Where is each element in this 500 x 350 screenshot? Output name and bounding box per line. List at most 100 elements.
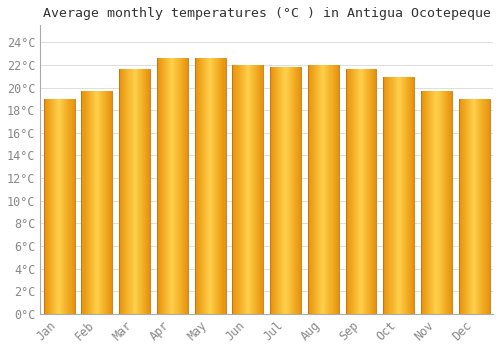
Bar — [174, 58, 176, 314]
Bar — [212, 58, 213, 314]
Bar — [262, 65, 264, 314]
Bar — [161, 58, 162, 314]
Bar — [176, 58, 178, 314]
Bar — [296, 67, 297, 314]
Bar — [367, 69, 368, 314]
Bar — [274, 67, 275, 314]
Bar — [273, 67, 274, 314]
Bar — [148, 69, 149, 314]
Bar — [278, 67, 280, 314]
Bar — [124, 69, 126, 314]
Bar — [202, 58, 203, 314]
Bar — [365, 69, 366, 314]
Bar — [346, 69, 348, 314]
Bar — [390, 77, 392, 314]
Bar — [253, 65, 254, 314]
Bar — [374, 69, 376, 314]
Bar — [319, 65, 320, 314]
Bar — [426, 91, 427, 314]
Bar — [275, 67, 276, 314]
Bar — [300, 67, 301, 314]
Bar — [149, 69, 150, 314]
Bar — [364, 69, 365, 314]
Bar — [64, 99, 66, 314]
Bar — [260, 65, 261, 314]
Bar — [318, 65, 319, 314]
Bar — [438, 91, 440, 314]
Bar — [248, 65, 249, 314]
Bar — [474, 99, 475, 314]
Bar — [317, 65, 318, 314]
Bar — [458, 99, 460, 314]
Bar — [47, 99, 48, 314]
Bar — [211, 58, 212, 314]
Bar — [353, 69, 354, 314]
Bar — [315, 65, 316, 314]
Bar — [366, 69, 367, 314]
Bar — [88, 91, 90, 314]
Bar — [362, 69, 363, 314]
Bar — [72, 99, 74, 314]
Bar — [270, 67, 271, 314]
Bar — [50, 99, 51, 314]
Bar — [298, 67, 299, 314]
Bar — [384, 77, 386, 314]
Bar — [350, 69, 352, 314]
Bar — [53, 99, 54, 314]
Bar — [234, 65, 236, 314]
Bar — [194, 58, 196, 314]
Bar — [157, 58, 158, 314]
Bar — [363, 69, 364, 314]
Bar — [240, 65, 242, 314]
Bar — [308, 65, 309, 314]
Bar — [484, 99, 486, 314]
Bar — [429, 91, 430, 314]
Bar — [62, 99, 64, 314]
Bar — [196, 58, 198, 314]
Bar — [427, 91, 428, 314]
Bar — [218, 58, 220, 314]
Bar — [93, 91, 94, 314]
Bar — [360, 69, 361, 314]
Bar — [204, 58, 205, 314]
Bar — [244, 65, 246, 314]
Bar — [126, 69, 128, 314]
Bar — [163, 58, 164, 314]
Bar — [402, 77, 403, 314]
Bar — [70, 99, 72, 314]
Bar — [324, 65, 326, 314]
Bar — [54, 99, 55, 314]
Bar — [258, 65, 259, 314]
Bar — [105, 91, 106, 314]
Bar — [272, 67, 273, 314]
Bar — [292, 67, 293, 314]
Bar — [472, 99, 473, 314]
Bar — [313, 65, 314, 314]
Bar — [464, 99, 465, 314]
Bar — [216, 58, 218, 314]
Bar — [392, 77, 394, 314]
Bar — [252, 65, 253, 314]
Bar — [95, 91, 96, 314]
Bar — [334, 65, 336, 314]
Bar — [355, 69, 356, 314]
Bar — [476, 99, 478, 314]
Bar — [48, 99, 49, 314]
Bar — [172, 58, 174, 314]
Bar — [167, 58, 168, 314]
Bar — [130, 69, 132, 314]
Bar — [99, 91, 100, 314]
Bar — [165, 58, 166, 314]
Bar — [187, 58, 188, 314]
Bar — [208, 58, 209, 314]
Bar — [92, 91, 93, 314]
Bar — [396, 77, 398, 314]
Bar — [446, 91, 447, 314]
Bar — [299, 67, 300, 314]
Bar — [132, 69, 134, 314]
Bar — [59, 99, 60, 314]
Bar — [424, 91, 425, 314]
Bar — [224, 58, 226, 314]
Bar — [434, 91, 436, 314]
Bar — [448, 91, 449, 314]
